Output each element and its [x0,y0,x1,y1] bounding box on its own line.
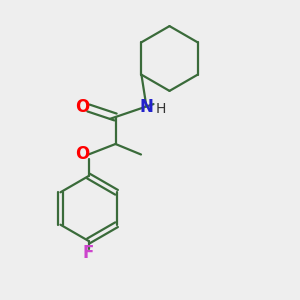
Text: H: H [156,102,166,116]
Text: O: O [75,145,89,163]
Text: O: O [75,98,89,116]
Text: N: N [140,98,153,116]
Text: F: F [83,244,94,262]
